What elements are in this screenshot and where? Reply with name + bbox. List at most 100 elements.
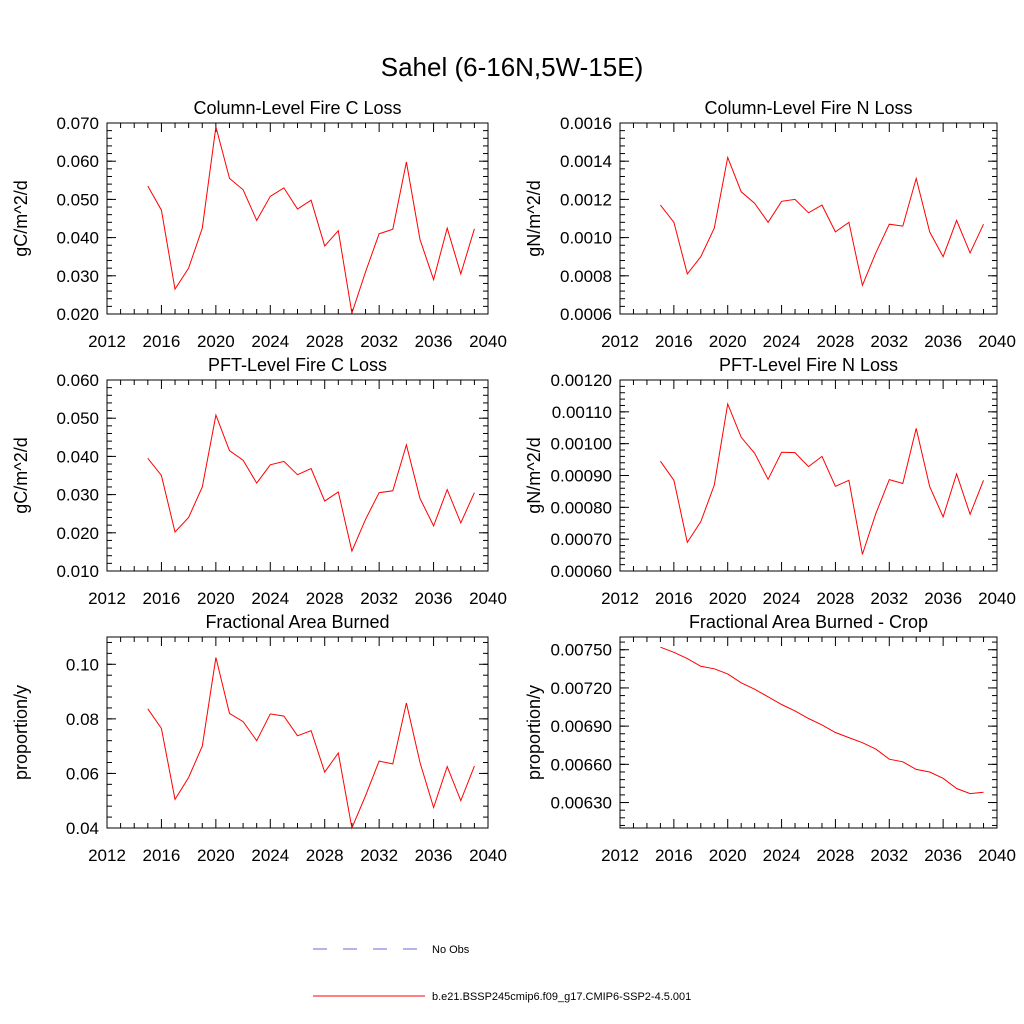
panel-pft-c-loss: PFT-Level Fire C Loss gC/m^2/d 2012 2016 202… [11, 355, 507, 608]
area-burned-crop-ylabel: proportion/y [524, 685, 544, 780]
pft-n-loss-xtick-label: 2016 [655, 589, 693, 608]
col-c-loss-xtick-label: 2024 [251, 332, 289, 351]
area-burned-xtick-label: 2028 [306, 846, 344, 865]
legend: No Obs b.e21.BSSP245cmip6.f09_g17.CMIP6-… [313, 944, 691, 1003]
pft-c-loss-ytick-label: 0.060 [56, 371, 99, 390]
pft-c-loss-xtick-label: 2020 [197, 589, 235, 608]
col-c-loss-ytick-label: 0.070 [56, 114, 99, 133]
pft-c-loss-xtick-label: 2024 [251, 589, 289, 608]
pft-c-loss-xtick-label: 2036 [415, 589, 453, 608]
pft-c-loss-xtick-label: 2012 [88, 589, 126, 608]
chart-panels: Column-Level Fire C Loss gC/m^2/d 2012 2016… [11, 98, 1016, 865]
pft-n-loss-plot-frame [619, 379, 998, 572]
col-n-loss-xtick-label: 2012 [601, 332, 639, 351]
area-burned-crop-ytick-label: 0.00720 [551, 679, 612, 698]
panel-col-c-loss: Column-Level Fire C Loss gC/m^2/d 2012 2016… [11, 98, 507, 351]
area-burned-crop-xtick-label: 2032 [870, 846, 908, 865]
col-n-loss-ylabel: gN/m^2/d [524, 180, 544, 256]
area-burned-xtick-label: 2020 [197, 846, 235, 865]
area-burned-xtick-label: 2016 [143, 846, 181, 865]
area-burned-ytick-label: 0.08 [66, 710, 99, 729]
area-burned-crop-series-line [660, 646, 984, 795]
panel-col-n-loss: Column-Level Fire N Loss gN/m^2/d 2012 2016… [524, 98, 1016, 351]
pft-n-loss-ytick-label: 0.00070 [551, 530, 612, 549]
col-n-loss-ytick-label: 0.0016 [560, 114, 612, 133]
col-c-loss-ytick-label: 0.060 [56, 152, 99, 171]
area-burned-crop-plot-frame [619, 636, 998, 829]
col-c-loss-ytick-label: 0.050 [56, 190, 99, 209]
legend-label-model: b.e21.BSSP245cmip6.f09_g17.CMIP6-SSP2-4.… [432, 991, 691, 1003]
col-n-loss-ytick-label: 0.0006 [560, 305, 612, 324]
pft-c-loss-plot-frame [106, 379, 489, 572]
col-c-loss-xtick-label: 2012 [88, 332, 126, 351]
col-c-loss-title: Column-Level Fire C Loss [193, 98, 401, 118]
area-burned-ytick-label: 0.04 [66, 819, 99, 838]
area-burned-crop-xtick-label: 2020 [709, 846, 747, 865]
pft-c-loss-title: PFT-Level Fire C Loss [208, 355, 387, 375]
figure-title: Sahel (6-16N,5W-15E) [381, 52, 644, 82]
pft-n-loss-ytick-label: 0.00060 [551, 562, 612, 581]
col-n-loss-plot-frame [619, 122, 998, 315]
col-c-loss-ytick-label: 0.020 [56, 305, 99, 324]
col-c-loss-xtick-label: 2016 [143, 332, 181, 351]
col-n-loss-xtick-label: 2032 [870, 332, 908, 351]
col-c-loss-xtick-label: 2020 [197, 332, 235, 351]
pft-c-loss-xtick-label: 2032 [360, 589, 398, 608]
panel-pft-n-loss: PFT-Level Fire N Loss gN/m^2/d 2012 2016 202… [524, 355, 1016, 608]
pft-n-loss-xtick-label: 2036 [924, 589, 962, 608]
col-n-loss-series-line [660, 155, 984, 287]
pft-n-loss-ytick-label: 0.00090 [551, 467, 612, 486]
pft-n-loss-xtick-label: 2028 [817, 589, 855, 608]
pft-n-loss-series-line [659, 402, 984, 555]
area-burned-crop-xtick-label: 2012 [601, 846, 639, 865]
col-c-loss-xtick-label: 2032 [360, 332, 398, 351]
col-c-loss-xtick-label: 2036 [415, 332, 453, 351]
area-burned-ylabel: proportion/y [11, 685, 31, 780]
col-c-loss-ytick-label: 0.040 [56, 229, 99, 248]
col-c-loss-xtick-label: 2040 [469, 332, 507, 351]
area-burned-crop-xtick-label: 2036 [924, 846, 962, 865]
col-n-loss-ytick-label: 0.0008 [560, 267, 612, 286]
col-n-loss-ytick-label: 0.0014 [560, 152, 612, 171]
col-c-loss-ylabel: gC/m^2/d [11, 180, 31, 256]
col-c-loss-ytick-label: 0.030 [56, 267, 99, 286]
pft-n-loss-ytick-label: 0.00120 [551, 371, 612, 390]
area-burned-xtick-label: 2036 [415, 846, 453, 865]
col-n-loss-xtick-label: 2024 [763, 332, 801, 351]
col-n-loss-ytick-label: 0.0012 [560, 190, 612, 209]
pft-c-loss-ytick-label: 0.020 [56, 524, 99, 543]
pft-n-loss-xtick-label: 2020 [709, 589, 747, 608]
area-burned-title: Fractional Area Burned [205, 612, 389, 632]
pft-c-loss-ytick-label: 0.040 [56, 447, 99, 466]
area-burned-xtick-label: 2032 [360, 846, 398, 865]
pft-c-loss-ytick-label: 0.010 [56, 562, 99, 581]
pft-n-loss-ylabel: gN/m^2/d [524, 437, 544, 513]
col-n-loss-xtick-label: 2028 [817, 332, 855, 351]
panel-area-burned-crop: Fractional Area Burned - Crop proportion/… [524, 612, 1016, 865]
area-burned-crop-ytick-label: 0.00750 [551, 641, 612, 660]
col-c-loss-plot-frame [106, 122, 489, 315]
area-burned-ytick-label: 0.06 [66, 764, 99, 783]
area-burned-crop-title: Fractional Area Burned - Crop [689, 612, 928, 632]
pft-n-loss-ytick-label: 0.00080 [551, 498, 612, 517]
pft-n-loss-title: PFT-Level Fire N Loss [719, 355, 898, 375]
pft-n-loss-ytick-label: 0.00100 [551, 435, 612, 454]
col-n-loss-xtick-label: 2036 [924, 332, 962, 351]
area-burned-crop-ytick-label: 0.00630 [551, 794, 612, 813]
col-n-loss-xtick-label: 2040 [978, 332, 1016, 351]
pft-c-loss-xtick-label: 2016 [143, 589, 181, 608]
legend-label-no-obs: No Obs [432, 944, 470, 956]
col-n-loss-ytick-label: 0.0010 [560, 229, 612, 248]
col-n-loss-title: Column-Level Fire N Loss [704, 98, 912, 118]
area-burned-xtick-label: 2012 [88, 846, 126, 865]
col-n-loss-xtick-label: 2016 [655, 332, 693, 351]
pft-c-loss-ytick-label: 0.030 [56, 486, 99, 505]
area-burned-crop-ytick-label: 0.00690 [551, 717, 612, 736]
pft-n-loss-xtick-label: 2024 [763, 589, 801, 608]
area-burned-crop-ytick-label: 0.00660 [551, 755, 612, 774]
pft-c-loss-ytick-label: 0.050 [56, 409, 99, 428]
area-burned-crop-xtick-label: 2024 [763, 846, 801, 865]
area-burned-series-line [147, 657, 475, 830]
area-burned-crop-xtick-label: 2040 [978, 846, 1016, 865]
